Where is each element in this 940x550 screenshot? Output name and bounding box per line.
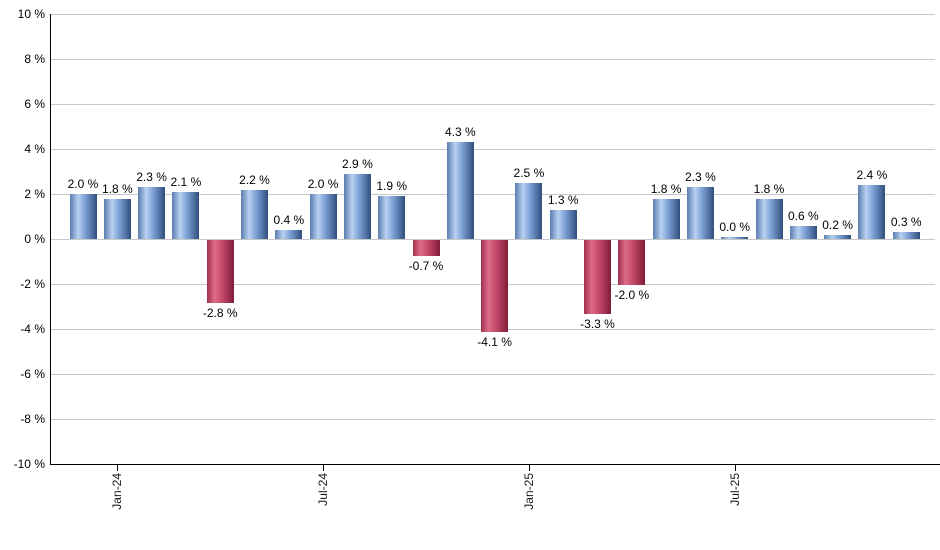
gridline [51,14,935,15]
bar-negative [412,240,440,256]
bar-positive [275,230,303,239]
gridline [51,149,935,150]
bar-value-label: -2.0 % [614,288,650,302]
gridline [51,239,935,240]
bar-value-label: 0.2 % [822,217,853,232]
bar-value-label: -3.3 % [580,317,615,332]
bar-positive [721,237,749,239]
bar-negative [206,240,234,303]
bar-positive [241,189,268,239]
x-axis-line [50,464,940,465]
bar-value-label: 1.8 % [650,181,682,196]
bar-value-label: -2.8 % [202,306,238,320]
bar-value-label: 1.9 % [376,179,408,194]
x-axis-tick [734,465,736,471]
bar-value-label: 0.4 % [273,213,305,227]
x-axis-tick-label: Jan-25 [521,473,536,510]
bar-value-label: 1.8 % [101,181,133,196]
bar-positive [378,196,406,239]
bar-positive [824,234,852,239]
bar-positive [446,142,474,239]
gridline [51,194,935,195]
bar-value-label: 4.3 % [444,125,476,140]
bar-negative [618,240,646,285]
bar-positive [686,187,714,239]
gridline [51,419,935,420]
gridline [51,374,935,375]
bar-value-label: 2.3 % [685,170,716,185]
bar-positive [69,194,97,239]
bar-value-label: 0.0 % [719,220,751,234]
y-axis-tick-label: 8 % [24,52,45,66]
bar-value-label: 2.0 % [307,177,339,191]
x-axis-tick [117,465,119,471]
bar-negative [481,240,509,333]
bar-value-label: 2.0 % [67,177,99,191]
gridline [51,59,935,60]
bar-positive [515,182,543,239]
bar-value-label: 2.3 % [136,170,167,185]
bar-positive [892,232,920,239]
x-axis-tick-label: Jul-25 [727,473,742,506]
y-axis-tick-label: -10 % [13,457,45,471]
bar-positive [172,191,200,239]
bar-positive [858,185,886,239]
y-axis-tick-label: -8 % [20,412,45,426]
bar-value-label: 2.4 % [856,168,888,182]
y-axis-tick-label: -6 % [20,367,45,381]
bar-value-label: 2.5 % [513,165,545,180]
gridline [51,104,935,105]
bar-value-label: 1.3 % [547,192,579,207]
y-axis-tick-label: 0 % [24,232,45,246]
bar-value-label: 1.8 % [753,181,785,196]
bar-value-label: 2.9 % [342,156,373,171]
bar-value-label: 2.1 % [170,174,202,189]
bar-positive [652,198,680,239]
y-axis-tick-label: -4 % [20,322,45,336]
x-axis-tick-label: Jul-24 [316,473,331,506]
y-axis-tick-label: 10 % [17,7,45,21]
bar-positive [309,194,337,239]
bar-value-label: 0.6 % [787,208,819,223]
bar-negative [584,240,611,315]
bar-positive [549,209,577,239]
bar-value-label: -4.1 % [477,335,512,350]
y-axis-tick-label: 2 % [24,187,45,201]
y-axis-line [50,14,51,464]
bar-positive [789,225,817,239]
bar-value-label: 0.3 % [890,215,922,230]
bar-positive [103,198,131,239]
bar-positive [343,173,371,239]
x-axis-tick-label: Jan-24 [110,473,125,510]
x-axis-tick [323,465,325,471]
y-axis-tick-label: 6 % [24,97,45,111]
bar-value-label: 2.2 % [239,172,270,187]
y-axis-tick-label: 4 % [24,142,45,156]
bar-positive [755,198,783,239]
bar-positive [138,187,166,239]
x-axis-tick [528,465,530,471]
bar-value-label: -0.7 % [408,258,444,273]
y-axis-tick-label: -2 % [20,277,45,291]
